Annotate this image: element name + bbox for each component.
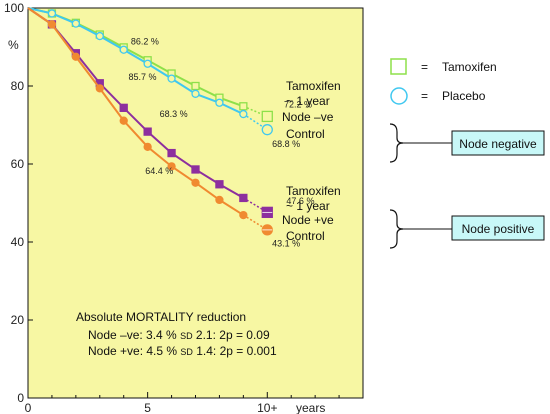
node-negative-label-line-3: Node –ve <box>282 110 334 124</box>
data-point <box>71 19 81 28</box>
mortality-note-line-2-suffix: 1.4: 2p = 0.001 <box>196 344 277 358</box>
data-point <box>143 59 152 68</box>
series-line <box>27 7 244 216</box>
data-point <box>239 193 248 203</box>
mortality-note-line-1-sd: SD <box>180 331 193 341</box>
y-axis: 0 20 40 60 80 100 <box>4 1 33 405</box>
mortality-note-line-1: Node –ve: 3.4 % SD 2.1: 2p = 0.09 <box>88 328 270 342</box>
data-point <box>119 116 128 125</box>
data-point <box>261 124 273 136</box>
node-negative-label-line-1: Tamoxifen <box>286 79 341 93</box>
series-layer <box>27 7 273 236</box>
data-point <box>119 45 128 54</box>
node-negative-label-line-4: Control <box>286 127 325 141</box>
legend-circle-open-icon <box>390 87 408 105</box>
legend-equals-tamoxifen: = <box>421 60 428 74</box>
y-tick-label: 60 <box>11 157 25 171</box>
legend-label-tamoxifen: Tamoxifen <box>442 60 497 74</box>
data-point <box>71 52 81 61</box>
legend-item-tamoxifen: = Tamoxifen <box>390 58 497 75</box>
mortality-note-title: Absolute MORTALITY reduction <box>76 310 246 324</box>
data-point <box>167 148 176 158</box>
data-point <box>215 195 224 205</box>
data-point <box>143 127 152 136</box>
data-point <box>119 103 128 112</box>
node-positive-label-line-2: ~ 1 year <box>286 199 330 213</box>
legend-equals-placebo: = <box>421 89 428 103</box>
data-point <box>191 89 200 98</box>
data-point <box>143 142 152 151</box>
mortality-note-line-1-suffix: 2.1: 2p = 0.09 <box>196 328 270 342</box>
data-label: 47.6 % <box>286 196 314 206</box>
data-point <box>167 162 176 171</box>
data-point <box>95 31 104 41</box>
legend-item-placebo: = Placebo <box>390 87 486 105</box>
annotation-layer: 86.2 % 85.7 % 72.2 % 68.8 % 68.3 % 64.4 % 47.6… <box>129 36 315 248</box>
data-point <box>167 74 176 83</box>
mortality-note-line-2-prefix: Node +ve: 4.5 % <box>88 344 180 358</box>
node-positive-box <box>451 215 545 241</box>
mortality-note-line-1-prefix: Node –ve: 3.4 % <box>88 328 180 342</box>
y-tick-label: 80 <box>11 79 25 93</box>
x-axis: 0 5 10+ <box>25 392 364 414</box>
data-point <box>215 98 224 107</box>
series-dashed-line <box>242 214 268 231</box>
y-axis-label: % <box>8 38 19 52</box>
data-point <box>47 9 57 18</box>
x-tick-label: 0 <box>25 401 32 414</box>
y-tick-label: 20 <box>11 313 25 327</box>
data-point <box>215 180 224 189</box>
data-label: 72.2 % <box>284 99 312 109</box>
series-dashed-line <box>242 113 268 131</box>
plot-background <box>27 7 364 399</box>
node-negative-box <box>451 130 545 156</box>
series-line <box>27 7 244 115</box>
data-point <box>191 81 200 91</box>
node-negative-label-line-2: ~ 1 year <box>286 94 330 108</box>
series-1 <box>27 7 273 136</box>
data-point <box>239 210 248 220</box>
mortality-note: Absolute MORTALITY reduction Node –ve: 3… <box>76 310 277 358</box>
data-label: 68.3 % <box>160 109 188 119</box>
node-positive-label-line-4: Control <box>286 229 325 243</box>
series-line <box>27 7 244 199</box>
node-positive-box-label: Node positive <box>462 222 535 236</box>
data-point <box>95 84 104 93</box>
y-tick-label: 40 <box>11 235 25 249</box>
data-point <box>239 109 248 119</box>
node-negative-box-label: Node negative <box>459 137 537 151</box>
node-positive-label-line-1: Tamoxifen <box>286 184 341 198</box>
legend-label-placebo: Placebo <box>442 89 486 103</box>
node-positive-label-line-3: Node +ve <box>282 213 334 227</box>
y-tick-label: 100 <box>4 1 24 15</box>
data-label: 85.7 % <box>129 72 157 82</box>
y-tick-label: 0 <box>17 391 24 405</box>
x-tick-label: 5 <box>144 401 151 414</box>
node-positive-brace-icon <box>389 209 404 249</box>
data-point <box>191 178 200 187</box>
node-negative-brace-icon <box>389 123 404 163</box>
data-label: 68.8 % <box>272 139 300 149</box>
series-3 <box>27 7 273 236</box>
mortality-note-line-2: Node +ve: 4.5 % SD 1.4: 2p = 0.001 <box>88 344 277 358</box>
node-positive-group-label: Tamoxifen ~ 1 year Node +ve Control <box>282 184 341 243</box>
data-point <box>239 102 248 111</box>
x-axis-label: years <box>296 401 325 414</box>
data-point <box>47 20 57 29</box>
mortality-note-line-2-sd: SD <box>180 347 193 357</box>
legend-square-open-icon <box>390 58 407 75</box>
data-point <box>261 110 273 123</box>
data-label: 64.4 % <box>145 166 173 176</box>
node-negative-group-label: Tamoxifen ~ 1 year Node –ve Control <box>282 79 341 141</box>
data-label: 43.1 % <box>272 239 300 249</box>
legend: = Tamoxifen = Placebo <box>390 58 497 105</box>
data-label: 86.2 % <box>131 36 159 46</box>
x-tick-label: 10+ <box>257 401 277 414</box>
data-point <box>191 165 200 174</box>
